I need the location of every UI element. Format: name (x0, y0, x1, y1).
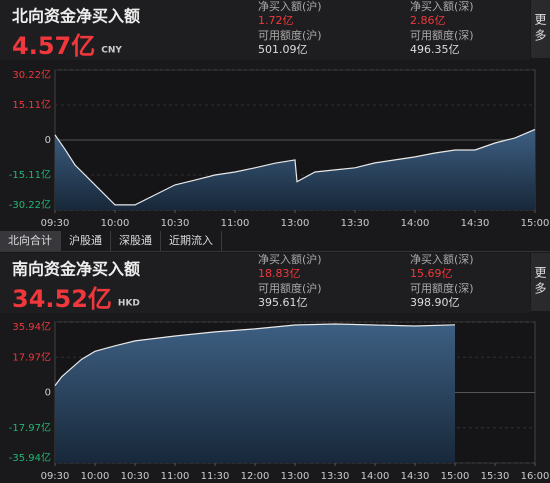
x-tick-label: 15:00 (441, 471, 470, 482)
stat-label: 净买入额(深) (410, 0, 474, 13)
x-tick-label: 13:00 (281, 471, 310, 482)
y-tick-label: -17.97亿 (9, 421, 51, 434)
stat-value: 395.61亿 (258, 296, 308, 309)
x-tick-label: 13:00 (281, 218, 310, 229)
x-tick-label: 09:30 (41, 471, 70, 482)
x-tick-label: 10:30 (121, 471, 150, 482)
y-tick-label: -30.22亿 (9, 198, 51, 211)
stat-label: 可用额度(沪) (258, 281, 322, 295)
stat-label: 可用额度(沪) (258, 28, 322, 42)
stat-value: 2.86亿 (410, 14, 446, 27)
y-tick-label: 35.94亿 (12, 320, 51, 333)
stat-value: 15.69亿 (410, 267, 453, 280)
y-tick-label: -35.94亿 (9, 451, 51, 464)
area (55, 129, 535, 210)
panel-title: 南向资金净买入额 (12, 260, 140, 279)
x-tick-label: 11:30 (201, 471, 230, 482)
tab[interactable]: 沪股通 (61, 231, 111, 251)
y-tick-label: -15.11亿 (9, 168, 51, 181)
x-tick-label: 15:30 (481, 471, 510, 482)
tab[interactable]: 北向合计 (0, 231, 61, 251)
x-tick-label: 12:00 (241, 471, 270, 482)
y-tick-label: 15.11亿 (12, 98, 51, 111)
x-tick-label: 15:00 (521, 218, 550, 229)
area (55, 324, 455, 463)
tab-bar: 北向合计 沪股通 深股通 近期流入 (0, 231, 550, 252)
line (54, 128, 536, 206)
stat-label: 可用额度(深) (410, 281, 474, 295)
stat-label: 净买入额(沪) (258, 0, 322, 13)
x-tick-label: 09:30 (41, 218, 70, 229)
header-bg (0, 253, 530, 313)
x-tick-label: 13:30 (321, 471, 350, 482)
net-amount: 4.57亿 (12, 32, 95, 60)
currency: HKD (118, 299, 140, 309)
header-bg (0, 0, 530, 60)
stat-label: 净买入额(深) (410, 252, 474, 266)
y-tick-label: 0 (45, 388, 51, 399)
x-tick-label: 10:00 (81, 471, 110, 482)
x-tick-label: 13:30 (341, 218, 370, 229)
x-tick-label: 14:00 (361, 471, 390, 482)
stat-label: 净买入额(沪) (258, 252, 322, 266)
x-tick-label: 11:00 (161, 471, 190, 482)
stat-value: 1.72亿 (258, 14, 294, 27)
x-tick-label: 14:00 (401, 218, 430, 229)
tab[interactable]: 深股通 (111, 231, 161, 251)
more-button[interactable]: 更多 (531, 0, 550, 58)
stat-label: 可用额度(深) (410, 28, 474, 42)
line (54, 323, 456, 386)
x-tick-label: 11:00 (221, 218, 250, 229)
y-tick-label: 0 (45, 135, 51, 146)
panel-title: 北向资金净买入额 (12, 7, 140, 26)
currency: CNY (101, 46, 122, 56)
stat-value: 501.09亿 (258, 43, 308, 56)
x-tick-label: 16:00 (521, 471, 550, 482)
x-tick-label: 10:30 (161, 218, 190, 229)
tab[interactable]: 近期流入 (161, 231, 222, 251)
x-tick-label: 14:30 (401, 471, 430, 482)
stat-value: 398.90亿 (410, 296, 460, 309)
x-tick-label: 10:00 (101, 218, 130, 229)
y-tick-label: 30.22亿 (12, 68, 51, 81)
stat-value: 18.83亿 (258, 267, 301, 280)
x-tick-label: 14:30 (461, 218, 490, 229)
y-tick-label: 17.97亿 (12, 350, 51, 363)
stat-value: 496.35亿 (410, 43, 460, 56)
more-button[interactable]: 更多 (531, 253, 550, 311)
net-amount: 34.52亿 (12, 285, 112, 313)
